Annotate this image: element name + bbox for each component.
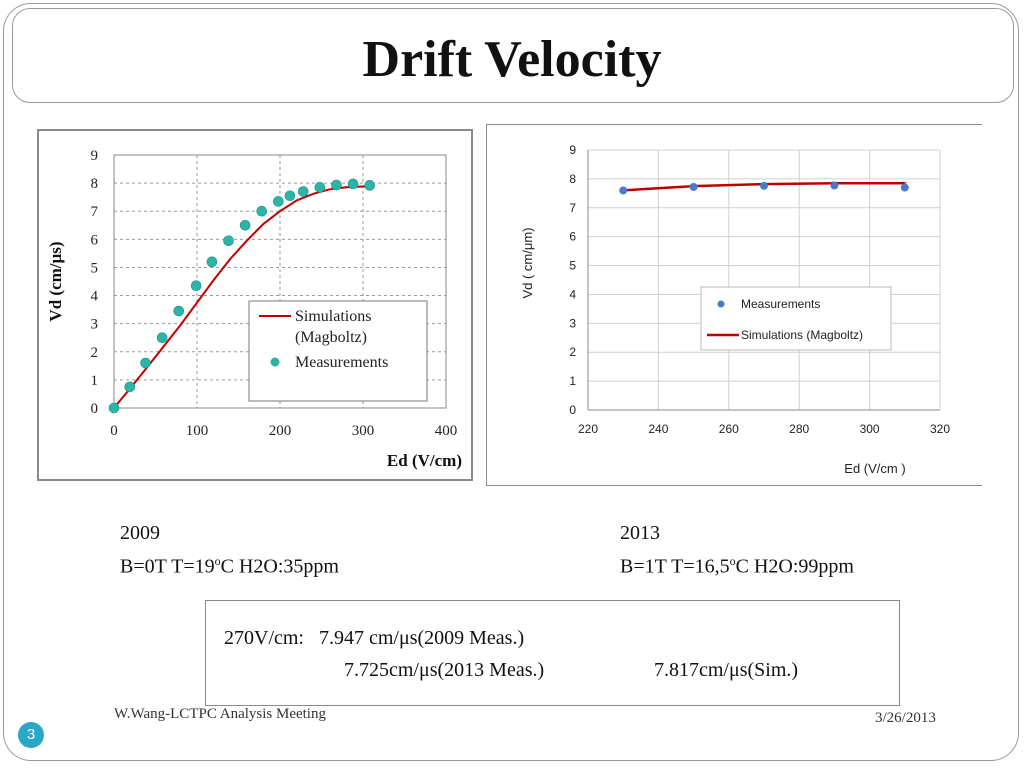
y-tick-label: 4	[91, 289, 99, 305]
legend-label-measurements: Measurements	[295, 354, 388, 371]
measurement-point	[331, 179, 342, 191]
legend-marker-measurement	[270, 357, 280, 367]
measurement-point	[190, 280, 202, 292]
measurement-point	[900, 183, 909, 192]
measurement-point	[124, 381, 136, 393]
x-tick-label: 300	[860, 422, 880, 436]
chart-2009-svg: 0 1 2 3 4 5 6 7 8 9 0 100 200 300 400 Ed (V/cm) Vd (cm/µ…	[46, 148, 462, 470]
degree-sup-2009: o	[214, 554, 221, 568]
x-tick-label: 100	[186, 423, 209, 439]
x-tick-label: 300	[352, 423, 375, 439]
x-tick-label: 240	[648, 422, 668, 436]
result-line-2009: 270V/cm: 7.947 cm/μs(2009 Meas.)	[224, 627, 525, 649]
year-2009: 2009	[120, 522, 160, 544]
chart-2009: 0 1 2 3 4 5 6 7 8 9 0 100 200 300 400 Ed (V/cm) Vd (cm/µ…	[37, 129, 473, 481]
x-tick-label: 280	[789, 422, 809, 436]
title-box	[12, 8, 1014, 103]
page-number-badge: 3	[18, 722, 44, 748]
y-tick-label: 7	[91, 204, 99, 220]
y-tick-label: 9	[91, 148, 99, 164]
measurement-point	[256, 205, 268, 217]
x-tick-label: 320	[930, 422, 950, 436]
y-tick-label: 6	[91, 232, 99, 248]
result-line-2013: 7.725cm/μs(2013 Meas.)	[344, 659, 545, 681]
measurement-point	[284, 190, 296, 202]
footer-author: W.Wang-LCTPC Analysis Meeting	[114, 706, 326, 722]
x-axis-label: Ed (V/cm)	[387, 451, 462, 470]
chart-2013-svg: 0 1 2 3 4 5 6 7 8 9 220 240 260 280 300 320 Ed (V/cm ) Vd…	[520, 143, 950, 476]
chart-2013: 0 1 2 3 4 5 6 7 8 9 220 240 260 280 300 320 Ed (V/cm ) Vd…	[486, 124, 982, 486]
conditions-2009: 2009 B=0T T=19oC H2O:35ppm	[120, 519, 339, 581]
y-tick-label: 2	[91, 345, 99, 361]
year-2013: 2013	[620, 522, 660, 544]
params-2009: B=0T T=19oC H2O:35ppm	[120, 547, 339, 581]
y-tick-label: 8	[569, 172, 576, 186]
y-tick-label: 9	[569, 143, 576, 157]
params-2013: B=1T T=16,5oC H2O:99ppm	[620, 547, 854, 581]
y-tick-label: 7	[569, 201, 576, 215]
params-2009-a: B=0T T=19	[120, 555, 215, 578]
measurement-point	[619, 186, 628, 195]
y-tick-label: 0	[569, 403, 576, 417]
measurement-point	[156, 332, 168, 344]
y-tick-label: 6	[569, 230, 576, 244]
x-axis-label: Ed (V/cm )	[844, 461, 905, 476]
result-line-sim: 7.817cm/μs(Sim.)	[654, 659, 799, 681]
y-tick-label: 1	[569, 374, 576, 388]
params-2009-b: C H2O:35ppm	[220, 555, 339, 578]
y-tick-label: 2	[569, 345, 576, 359]
legend-box	[248, 300, 428, 402]
measurement-point	[206, 256, 218, 268]
legend-marker-measurement	[717, 300, 725, 308]
footer-date: 3/26/2013	[875, 710, 936, 726]
measurement-point	[689, 182, 698, 191]
y-tick-label: 4	[569, 287, 576, 301]
measurement-point	[140, 357, 151, 369]
measurement-point	[364, 180, 375, 191]
plot-area	[113, 154, 447, 409]
slide-frame	[3, 3, 1019, 761]
y-tick-label: 0	[91, 401, 99, 417]
legend-label-measurements: Measurements	[741, 297, 820, 311]
measurement-point	[239, 219, 251, 231]
y-tick-label: 1	[91, 373, 99, 389]
x-tick-label: 260	[719, 422, 739, 436]
params-2013-a: B=1T T=16,5	[620, 555, 730, 578]
slide-title: Drift Velocity	[362, 31, 662, 88]
x-tick-label: 0	[110, 423, 118, 439]
degree-sup-2013: o	[729, 554, 736, 568]
y-tick-label: 5	[569, 259, 576, 273]
y-tick-label: 3	[91, 317, 99, 333]
legend-label-simulations: Simulations	[295, 308, 371, 325]
legend-label-simulations: Simulations (Magboltz)	[741, 328, 863, 342]
measurement-point	[108, 402, 120, 414]
y-tick-label: 5	[91, 260, 99, 276]
measurement-point	[223, 235, 234, 247]
y-tick-label: 8	[91, 176, 99, 192]
x-tick-label: 220	[578, 422, 598, 436]
results-box: 270V/cm: 7.947 cm/μs(2009 Meas.) 7.725cm…	[205, 600, 900, 706]
measurement-point	[347, 178, 359, 190]
measurement-point	[273, 196, 284, 207]
params-2013-b: C H2O:99ppm	[735, 555, 854, 578]
legend-box	[700, 286, 892, 351]
measurement-point	[760, 181, 768, 190]
y-axis-label: Vd (cm/µs)	[46, 241, 65, 321]
conditions-2013: 2013 B=1T T=16,5oC H2O:99ppm	[620, 519, 854, 581]
legend-label-magboltz: (Magboltz)	[295, 329, 367, 346]
x-tick-label: 200	[269, 423, 292, 439]
y-tick-label: 3	[569, 316, 576, 330]
x-tick-label: 400	[435, 423, 458, 439]
measurement-point	[297, 186, 309, 197]
y-axis-label: Vd ( cm/μm)	[520, 227, 535, 298]
measurement-point	[314, 182, 326, 193]
measurement-point	[830, 181, 839, 190]
measurement-point	[173, 305, 185, 317]
